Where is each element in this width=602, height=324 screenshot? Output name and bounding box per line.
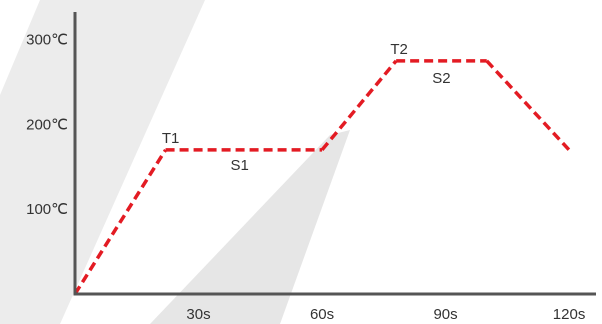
axes xyxy=(73,12,596,296)
x-tick-label: 120s xyxy=(553,306,586,323)
background-bands xyxy=(0,0,350,324)
annotation-t1: T1 xyxy=(162,130,180,147)
point-annotations: T1 S1 T2 S2 xyxy=(162,41,451,174)
annotation-s2: S2 xyxy=(432,70,450,87)
annotation-t2: T2 xyxy=(390,41,408,58)
annotation-s1: S1 xyxy=(231,157,249,174)
x-tick-label: 90s xyxy=(433,306,457,323)
series-0-segment-2 xyxy=(320,59,398,152)
tick-labels: 30s 60s 90s 120s 100℃ 200℃ 300℃ xyxy=(26,32,585,323)
series-0-segment-4 xyxy=(485,59,571,152)
x-tick-label: 60s xyxy=(310,306,334,323)
y-tick-label: 300℃ xyxy=(26,32,68,49)
y-tick-label: 200℃ xyxy=(26,116,68,133)
background-band-left xyxy=(0,0,205,324)
y-tick-label: 100℃ xyxy=(26,201,68,218)
series-0-segment-0 xyxy=(73,148,168,295)
series-line-layer xyxy=(73,59,571,295)
x-tick-label: 30s xyxy=(186,306,210,323)
background-band-center xyxy=(150,130,350,324)
